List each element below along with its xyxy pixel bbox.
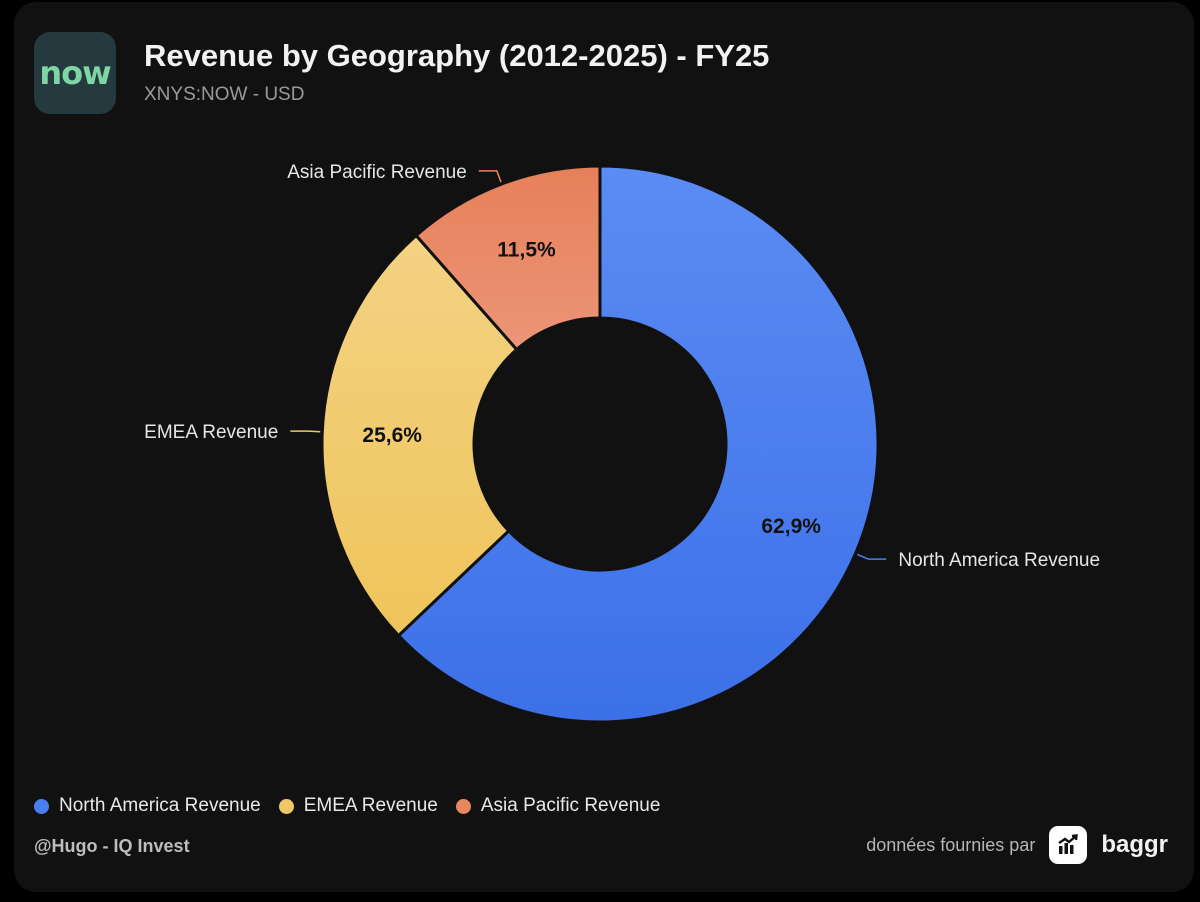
author-credit: @Hugo - IQ Invest — [34, 836, 190, 856]
leader-line-north-america — [857, 553, 887, 560]
legend-label-north-america: North America Revenue — [59, 795, 261, 816]
baggr-logo-icon — [1049, 826, 1088, 864]
leader-line-asia-pacific — [478, 170, 502, 183]
chart-legend: North America Revenue EMEA Revenue Asia … — [34, 795, 660, 817]
donut-chart: 62,9% North America Revenue 25,6% EMEA Reve… — [144, 162, 1100, 724]
baggr-brand-name: baggr — [1101, 831, 1168, 858]
chart-card: now Revenue by Geography (2012-2025) - F… — [14, 2, 1194, 892]
company-logo: now — [34, 32, 116, 114]
slice-emea — [320, 233, 519, 638]
category-label-north-america: North America Revenue — [898, 550, 1100, 571]
legend-item-emea: EMEA Revenue — [278, 795, 438, 817]
value-label-north-america: 62,9% — [761, 515, 821, 538]
category-label-asia-pacific: Asia Pacific Revenue — [287, 162, 467, 183]
value-label-emea: 25,6% — [362, 424, 422, 447]
legend-label-asia-pacific: Asia Pacific Revenue — [480, 795, 661, 816]
legend-dot-asia-pacific — [455, 798, 471, 814]
slice-north-america — [397, 164, 880, 724]
legend-label-emea: EMEA Revenue — [303, 795, 438, 816]
legend-item-north-america: North America Revenue — [34, 795, 261, 817]
leader-line-emea — [290, 430, 321, 433]
category-label-emea: EMEA Revenue — [144, 422, 278, 443]
value-label-asia-pacific: 11,5% — [497, 238, 556, 261]
provided-by-text: données fournies par — [866, 834, 1036, 855]
slice-asia-pacific — [414, 164, 602, 351]
legend-item-asia-pacific: Asia Pacific Revenue — [455, 795, 661, 817]
logo-text: now — [39, 54, 111, 92]
chart-title: Revenue by Geography (2012-2025) - FY25 — [144, 38, 770, 73]
data-provider: données fournies par baggr — [866, 826, 1168, 864]
chart-subtitle: XNYS:NOW - USD — [144, 84, 305, 105]
legend-dot-north-america — [34, 798, 49, 814]
legend-dot-emea — [278, 798, 294, 814]
